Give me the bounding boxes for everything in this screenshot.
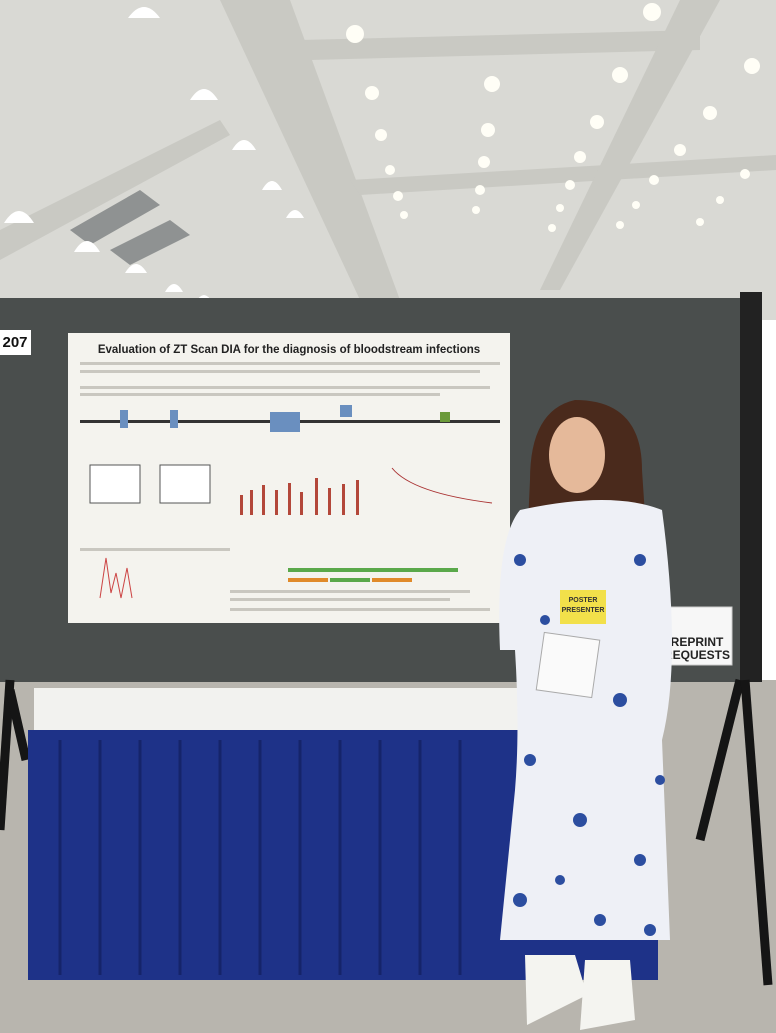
poster-bar-figure (240, 478, 359, 515)
poster-timeline (288, 578, 412, 582)
face (549, 417, 605, 493)
easel-legs (0, 678, 773, 986)
name-badge (535, 631, 601, 699)
board-number-card (0, 330, 31, 355)
board-frame (740, 292, 762, 682)
pendant-lamps (4, 7, 304, 302)
poster-sheet (68, 333, 510, 623)
skirt-pleats (58, 740, 462, 975)
ribbon-text: PRESENTER (562, 607, 605, 614)
sign-text: REPRINT (671, 635, 724, 649)
person: POSTER PRESENTER (499, 400, 672, 1030)
poster-curve (391, 467, 493, 504)
presenter-ribbon (560, 590, 606, 624)
poster: Evaluation of ZT Scan DIA for the diagno… (68, 333, 510, 623)
shoe (580, 960, 635, 1030)
vents (70, 190, 190, 265)
ribbon-text: POSTER (569, 597, 598, 604)
poster-title: Evaluation of ZT Scan DIA for the diagno… (98, 344, 480, 356)
table-top (34, 688, 522, 733)
sign-text: REQUESTS (664, 648, 730, 662)
ceiling-lights (346, 3, 760, 232)
poster-figure (89, 464, 141, 504)
poster-icons (120, 405, 450, 432)
poster-timeline (288, 568, 458, 582)
ceiling-beams (0, 0, 776, 300)
poster-figure (159, 464, 211, 504)
reprint-box (659, 606, 733, 666)
shoe (525, 955, 587, 1025)
dress (499, 500, 672, 940)
poster-text-lines (80, 362, 500, 611)
board-number: 207 (2, 334, 27, 351)
dress-pattern (513, 554, 665, 936)
poster-spectrum (99, 557, 133, 599)
